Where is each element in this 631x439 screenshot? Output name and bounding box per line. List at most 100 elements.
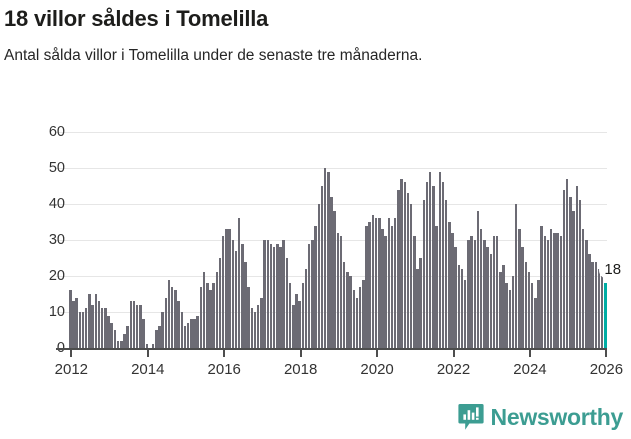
bar	[479, 229, 483, 348]
bar	[228, 229, 231, 348]
x-axis-ticks: 2012 2014 2016 2018 2020 2022 2024 2026	[55, 350, 623, 388]
x-axis-tick-label: 2020	[360, 361, 394, 378]
bar	[199, 286, 203, 348]
bar	[253, 312, 257, 348]
bar	[161, 312, 164, 348]
bar	[581, 229, 585, 348]
bar	[88, 294, 91, 348]
page-title: 18 villor såldes i Tomelilla	[4, 6, 269, 31]
bar	[524, 261, 527, 348]
bar	[387, 218, 391, 348]
highlight-value-label: 18	[599, 261, 626, 280]
bar	[451, 232, 454, 348]
bar	[400, 178, 403, 348]
bar	[441, 182, 445, 348]
bar	[508, 290, 512, 348]
bar	[94, 294, 98, 348]
bar	[381, 229, 384, 348]
y-axis-tick-label: 30	[48, 231, 65, 248]
bar	[585, 240, 588, 348]
x-axis-line	[56, 348, 607, 350]
bar	[104, 308, 107, 348]
bar	[78, 312, 82, 348]
bar	[505, 283, 508, 348]
bar	[307, 243, 311, 348]
bar	[559, 236, 563, 348]
bar	[588, 254, 591, 348]
bar	[543, 236, 547, 348]
bar	[486, 247, 489, 348]
bar	[597, 268, 601, 348]
bar	[432, 186, 435, 348]
bar	[378, 218, 381, 348]
bar	[530, 283, 534, 348]
bar	[355, 297, 359, 348]
bar	[241, 243, 244, 348]
bar	[75, 297, 78, 348]
bar	[276, 243, 279, 348]
bar	[263, 240, 266, 348]
bar	[550, 229, 553, 348]
chart-plot-area: 0102030405060 20122014201620182020202220…	[0, 122, 631, 390]
bar	[476, 211, 480, 348]
bar	[460, 268, 464, 348]
bar	[135, 304, 139, 348]
bar	[578, 200, 582, 348]
bar	[428, 171, 432, 348]
chart-header: 18 villor såldes i Tomelilla Antal sålda…	[4, 4, 604, 67]
bar	[269, 243, 273, 348]
bar	[190, 319, 193, 348]
bar	[327, 171, 330, 348]
bar	[422, 200, 426, 348]
bar	[132, 301, 136, 348]
bar-series	[56, 132, 607, 348]
bar	[196, 315, 199, 348]
bar	[438, 171, 442, 348]
bar	[314, 225, 317, 348]
bar	[333, 211, 336, 348]
y-axis-tick-label: 50	[48, 159, 65, 176]
bar	[81, 312, 85, 348]
newsworthy-wordmark: Newsworthy	[490, 403, 624, 430]
bar	[272, 247, 276, 348]
bar	[527, 272, 531, 348]
bar	[546, 240, 550, 348]
bar	[158, 326, 161, 348]
bar	[69, 290, 72, 348]
bar	[464, 279, 467, 348]
bar	[183, 326, 187, 348]
bar	[120, 340, 123, 348]
plot-inner	[56, 132, 607, 348]
bar	[237, 218, 241, 348]
bar	[444, 200, 448, 348]
bar	[483, 240, 486, 348]
bar	[534, 297, 537, 348]
bar	[174, 290, 177, 348]
bar	[467, 240, 470, 348]
bar	[470, 236, 473, 348]
bar	[362, 279, 365, 348]
bar	[301, 283, 305, 348]
bar	[129, 301, 133, 348]
bar	[126, 326, 129, 348]
bar	[435, 225, 438, 348]
x-axis-tick-label: 2024	[513, 361, 547, 378]
bar	[193, 319, 196, 348]
bar	[282, 240, 285, 348]
bar	[374, 218, 378, 348]
bar	[330, 196, 333, 348]
bar	[511, 276, 515, 348]
bar	[145, 344, 148, 348]
bar	[113, 330, 117, 348]
bar	[473, 240, 477, 348]
x-axis-tick-mark	[299, 350, 302, 357]
bar	[244, 261, 247, 348]
bar	[390, 225, 394, 348]
bar	[409, 204, 413, 348]
bar	[349, 276, 352, 348]
x-axis-tick-mark	[376, 350, 379, 357]
bar	[537, 279, 540, 348]
bar	[320, 186, 324, 348]
bar	[419, 258, 422, 348]
bar	[260, 297, 263, 348]
